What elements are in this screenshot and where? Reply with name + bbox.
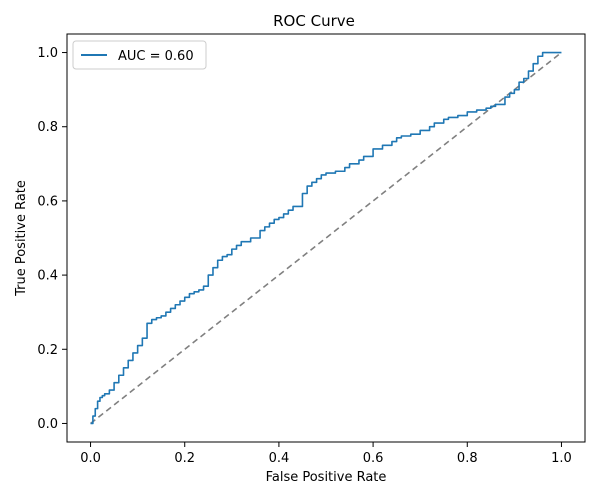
roc-curve-line <box>90 51 562 425</box>
y-tick-label: 0.8 <box>37 120 58 135</box>
x-tick-label: 0.8 <box>457 451 478 466</box>
x-tick-label: 1.0 <box>551 451 572 466</box>
x-tick-label: 0.0 <box>80 451 101 466</box>
chart-title: ROC Curve <box>273 12 355 30</box>
x-tick-label: 0.6 <box>363 451 384 466</box>
y-axis-title: True Positive Rate <box>14 180 29 297</box>
y-tick-label: 0.0 <box>37 417 58 432</box>
y-tick-label: 0.2 <box>37 343 58 358</box>
plot-frame <box>66 33 586 443</box>
x-tick-label: 0.4 <box>269 451 290 466</box>
x-axis-title: False Positive Rate <box>266 470 387 485</box>
legend-label: AUC = 0.60 <box>118 49 194 64</box>
legend: AUC = 0.60 <box>72 40 207 70</box>
y-tick-label: 1.0 <box>37 46 58 61</box>
y-tick-label: 0.4 <box>37 269 58 284</box>
legend-frame <box>72 40 207 70</box>
x-axis-ticks: 0.0 0.2 0.4 0.6 0.8 1.0 <box>80 442 572 466</box>
series-layer <box>90 51 562 425</box>
x-tick-label: 0.2 <box>174 451 195 466</box>
y-axis-ticks: 0.0 0.2 0.4 0.6 0.8 1.0 <box>37 46 67 432</box>
plot-area <box>66 33 586 443</box>
y-tick-label: 0.6 <box>37 194 58 209</box>
